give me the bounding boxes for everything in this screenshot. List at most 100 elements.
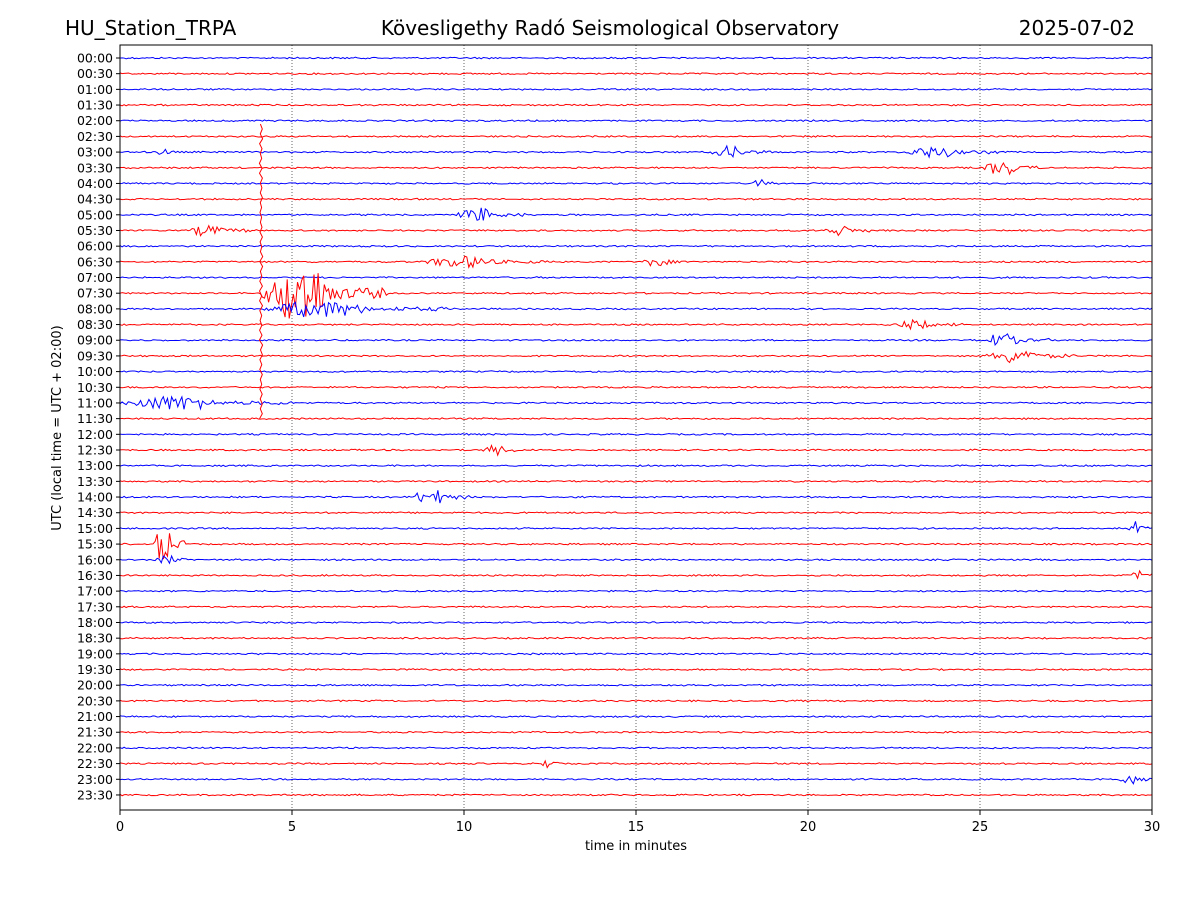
- trace-row-1200: [119, 432, 1153, 436]
- trace-row-1700: [119, 589, 1153, 593]
- row-label-0130: 01:30: [77, 98, 113, 113]
- trace-row-0930: [119, 350, 1153, 364]
- row-label-2000: 20:00: [77, 678, 113, 693]
- row-label-1130: 11:30: [77, 411, 113, 426]
- trace-row-1930: [119, 668, 1153, 671]
- row-label-1300: 13:00: [77, 458, 113, 473]
- row-label-1500: 15:00: [77, 521, 113, 536]
- trace-row-1300: [119, 464, 1153, 468]
- row-label-1000: 10:00: [77, 364, 113, 379]
- x-tick-label-20: 20: [800, 820, 817, 835]
- row-label-0500: 05:00: [77, 207, 113, 222]
- trace-row-1000: [119, 370, 1153, 373]
- trace-row-0430: [119, 197, 1153, 201]
- row-label-1800: 18:00: [77, 615, 113, 630]
- trace-row-1600: [119, 554, 1153, 565]
- trace-row-1500: [119, 521, 1153, 534]
- trace-row-2300: [119, 775, 1153, 785]
- trace-row-1230: [119, 443, 1153, 457]
- row-label-2030: 20:30: [77, 693, 113, 708]
- row-label-0700: 07:00: [77, 270, 113, 285]
- trace-row-0300: [119, 144, 1153, 159]
- trace-row-0700: [119, 276, 1153, 279]
- station-name: HU_Station_TRPA: [65, 16, 237, 40]
- row-label-1900: 19:00: [77, 646, 113, 661]
- row-label-1630: 16:30: [77, 568, 113, 583]
- plot-frame: [119, 44, 1153, 811]
- row-label-1830: 18:30: [77, 631, 113, 646]
- row-label-0600: 06:00: [77, 239, 113, 254]
- row-label-1430: 14:30: [77, 505, 113, 520]
- trace-row-1630: [119, 569, 1153, 580]
- trace-row-2100: [119, 715, 1153, 718]
- row-label-2130: 21:30: [77, 725, 113, 740]
- row-label-0900: 09:00: [77, 333, 113, 348]
- row-label-1730: 17:30: [77, 599, 113, 614]
- row-label-0000: 00:00: [77, 51, 113, 66]
- row-label-1400: 14:00: [77, 490, 113, 505]
- trace-row-0800: [119, 301, 1153, 318]
- trace-row-0730: [119, 273, 1153, 319]
- row-label-2330: 23:30: [77, 787, 113, 802]
- row-label-0200: 02:00: [77, 113, 113, 128]
- row-label-0430: 04:30: [77, 192, 113, 207]
- x-tick-label-0: 0: [116, 820, 124, 835]
- trace-row-0600: [119, 244, 1153, 248]
- row-label-0400: 04:00: [77, 176, 113, 191]
- row-label-2100: 21:00: [77, 709, 113, 724]
- trace-row-0100: [119, 87, 1153, 91]
- chart-title: Kövesligethy Radó Seismological Observat…: [381, 16, 839, 40]
- row-label-1600: 16:00: [77, 552, 113, 567]
- chart-date: 2025-07-02: [1019, 16, 1135, 40]
- row-labels: 00:0000:3001:0001:3002:0002:3003:0003:30…: [77, 51, 120, 802]
- x-axis-ticks: 0 5 10 15 20 25 30: [116, 810, 1160, 835]
- row-label-1100: 11:00: [77, 395, 113, 410]
- earthquake-spike: [258, 123, 264, 419]
- trace-row-1130: [119, 417, 1153, 421]
- trace-row-0830: [119, 318, 1153, 331]
- trace-row-1530: [119, 533, 1153, 560]
- row-label-0730: 07:30: [77, 286, 113, 301]
- row-label-0230: 02:30: [77, 129, 113, 144]
- row-label-1530: 15:30: [77, 537, 113, 552]
- trace-row-0130: [119, 103, 1153, 107]
- trace-row-2130: [119, 730, 1153, 734]
- row-label-0330: 03:30: [77, 160, 113, 175]
- trace-row-0330: [119, 162, 1153, 176]
- row-label-0830: 08:30: [77, 317, 113, 332]
- row-label-1030: 10:30: [77, 380, 113, 395]
- trace-row-1030: [119, 385, 1153, 389]
- row-label-0100: 01:00: [77, 82, 113, 97]
- x-tick-label-30: 30: [1144, 820, 1161, 835]
- trace-row-1800: [119, 621, 1153, 624]
- trace-row-1430: [119, 511, 1153, 515]
- trace-row-0900: [119, 333, 1153, 347]
- row-label-2300: 23:00: [77, 772, 113, 787]
- row-label-0030: 00:30: [77, 66, 113, 81]
- trace-row-0030: [119, 72, 1153, 76]
- trace-row-0530: [119, 224, 1153, 237]
- x-tick-label-15: 15: [628, 820, 645, 835]
- row-label-1200: 12:00: [77, 427, 113, 442]
- row-label-2200: 22:00: [77, 740, 113, 755]
- trace-row-2230: [119, 759, 1153, 769]
- x-tick-label-5: 5: [288, 820, 296, 835]
- trace-row-1400: [119, 490, 1153, 504]
- x-tick-label-25: 25: [972, 820, 989, 835]
- row-label-0930: 09:30: [77, 348, 113, 363]
- row-label-1930: 19:30: [77, 662, 113, 677]
- row-label-1700: 17:00: [77, 584, 113, 599]
- trace-row-1100: [119, 395, 1153, 411]
- row-label-0630: 06:30: [77, 254, 113, 269]
- seismic-traces: [119, 56, 1153, 797]
- row-label-0300: 03:00: [77, 145, 113, 160]
- trace-row-1730: [119, 605, 1153, 609]
- trace-row-2330: [119, 793, 1153, 797]
- trace-row-2000: [119, 683, 1153, 687]
- trace-row-0230: [119, 134, 1153, 138]
- row-label-0530: 05:30: [77, 223, 113, 238]
- trace-row-0400: [119, 178, 1153, 187]
- trace-row-0000: [119, 56, 1153, 60]
- trace-row-0200: [119, 119, 1153, 123]
